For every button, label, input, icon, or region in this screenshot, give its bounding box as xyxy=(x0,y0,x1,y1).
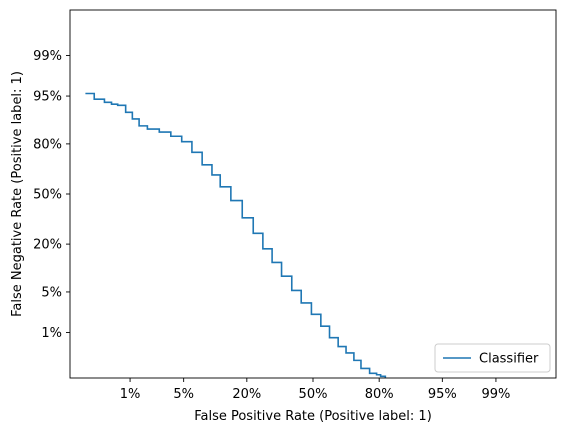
series-layer xyxy=(85,92,387,378)
x-tick-label: 95% xyxy=(428,387,457,402)
y-tick-label: 1% xyxy=(41,326,62,341)
plot-frame xyxy=(69,9,557,379)
legend-label-classifier: Classifier xyxy=(479,352,539,367)
x-tick-label: 5% xyxy=(173,387,194,402)
series-line-classifier xyxy=(85,92,387,378)
x-axis-ticks: 1% 5% 20% 50% 80% 95% 99% xyxy=(120,378,510,402)
x-tick-label: 99% xyxy=(481,387,510,402)
x-tick-label: 1% xyxy=(120,387,141,402)
x-tick-label: 20% xyxy=(232,387,261,402)
plot-area xyxy=(70,10,556,378)
y-tick-label: 95% xyxy=(33,90,62,105)
y-tick-label: 5% xyxy=(41,285,62,300)
x-tick-label: 80% xyxy=(365,387,394,402)
y-tick-label: 20% xyxy=(33,238,62,253)
y-tick-label: 50% xyxy=(33,188,62,203)
y-axis-ticks: 1% 5% 20% 50% 80% 95% 99% xyxy=(33,49,70,341)
y-axis-label: False Negative Rate (Positive label: 1) xyxy=(10,71,25,317)
x-axis-label: False Positive Rate (Positive label: 1) xyxy=(194,409,432,424)
y-tick-label: 99% xyxy=(33,49,62,64)
y-tick-label: 80% xyxy=(33,137,62,152)
x-tick-label: 50% xyxy=(299,387,328,402)
legend: Classifier xyxy=(434,343,551,373)
legend-box xyxy=(434,343,551,373)
